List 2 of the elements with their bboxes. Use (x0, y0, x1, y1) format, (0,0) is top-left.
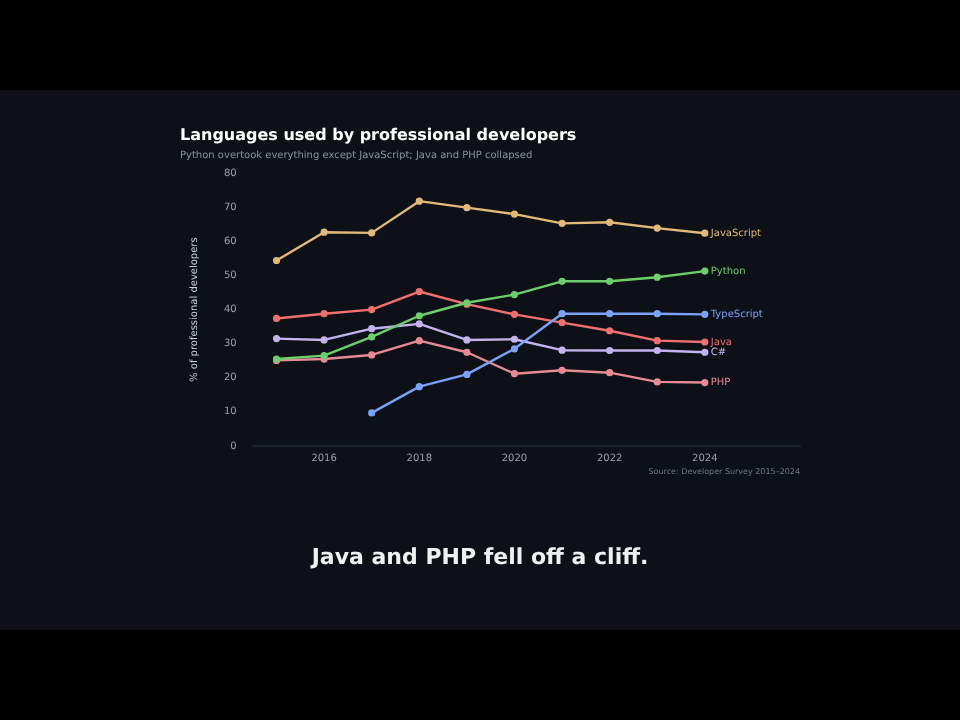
text: Java and PHP fell off a cliff. (308, 544, 651, 570)
chart-title: Languages used by professional developers (180, 125, 577, 144)
